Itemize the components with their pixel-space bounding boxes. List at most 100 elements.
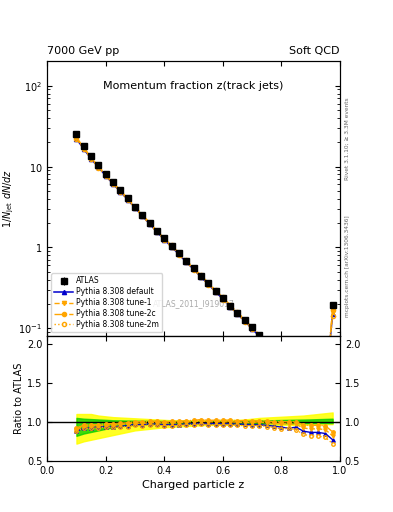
Pythia 8.308 default bbox=[74, 136, 79, 142]
Pythia 8.308 default bbox=[125, 197, 130, 203]
Pythia 8.308 tune-2m bbox=[154, 229, 159, 236]
Pythia 8.308 default bbox=[286, 364, 291, 370]
Pythia 8.308 tune-2c bbox=[316, 380, 320, 386]
Pythia 8.308 tune-2c bbox=[191, 265, 196, 271]
Pythia 8.308 tune-2m bbox=[169, 244, 174, 250]
Pythia 8.308 default bbox=[206, 281, 211, 287]
Pythia 8.308 tune-2m bbox=[308, 385, 313, 391]
Pythia 8.308 tune-2m bbox=[286, 364, 291, 370]
Text: Rivet 3.1.10; ≥ 3.3M events: Rivet 3.1.10; ≥ 3.3M events bbox=[345, 97, 350, 180]
Pythia 8.308 tune-2c bbox=[206, 280, 211, 286]
Pythia 8.308 default bbox=[147, 221, 152, 227]
Pythia 8.308 tune-2c bbox=[272, 347, 276, 353]
Pythia 8.308 tune-2c bbox=[279, 354, 284, 360]
Pythia 8.308 default bbox=[323, 387, 328, 393]
Pythia 8.308 tune-1 bbox=[162, 236, 167, 242]
Pythia 8.308 tune-1 bbox=[279, 355, 284, 361]
Pythia 8.308 tune-2m bbox=[81, 146, 86, 152]
Pythia 8.308 tune-1 bbox=[220, 295, 225, 301]
Pythia 8.308 tune-2c bbox=[81, 144, 86, 151]
Pythia 8.308 tune-2m bbox=[220, 296, 225, 303]
Pythia 8.308 tune-2m bbox=[235, 311, 240, 317]
Pythia 8.308 default bbox=[191, 266, 196, 272]
Pythia 8.308 default bbox=[111, 181, 116, 187]
Pythia 8.308 tune-2m bbox=[74, 136, 79, 142]
Pythia 8.308 tune-2m bbox=[89, 156, 94, 162]
Pythia 8.308 tune-1 bbox=[213, 288, 218, 294]
Pythia 8.308 default bbox=[264, 342, 269, 348]
Pythia 8.308 tune-1 bbox=[125, 196, 130, 202]
Pythia 8.308 tune-2m bbox=[316, 385, 320, 391]
Pythia 8.308 tune-2c bbox=[250, 324, 255, 330]
Pythia 8.308 tune-1 bbox=[206, 280, 211, 286]
Pythia 8.308 default bbox=[250, 326, 255, 332]
Pythia 8.308 default bbox=[308, 383, 313, 390]
Pythia 8.308 default bbox=[242, 318, 247, 324]
Pythia 8.308 tune-2m bbox=[191, 267, 196, 273]
Pythia 8.308 default bbox=[184, 259, 189, 265]
Pythia 8.308 tune-2c bbox=[125, 195, 130, 201]
Pythia 8.308 tune-2c bbox=[154, 227, 159, 233]
Pythia 8.308 tune-2c bbox=[184, 258, 189, 264]
Pythia 8.308 tune-1 bbox=[103, 172, 108, 178]
Pythia 8.308 default bbox=[301, 378, 306, 385]
Pythia 8.308 tune-2m bbox=[125, 197, 130, 203]
Pythia 8.308 default bbox=[257, 333, 262, 339]
Pythia 8.308 tune-1 bbox=[96, 163, 101, 169]
Pythia 8.308 tune-2c bbox=[162, 235, 167, 241]
Pythia 8.308 tune-2c bbox=[264, 339, 269, 345]
Pythia 8.308 tune-1 bbox=[118, 188, 123, 194]
Pythia 8.308 tune-1 bbox=[154, 228, 159, 234]
Pythia 8.308 tune-1 bbox=[323, 385, 328, 391]
Pythia 8.308 tune-1 bbox=[257, 332, 262, 338]
Pythia 8.308 tune-1 bbox=[140, 212, 145, 218]
Pythia 8.308 tune-2c bbox=[169, 242, 174, 248]
Pythia 8.308 tune-1 bbox=[74, 135, 79, 141]
Pythia 8.308 tune-2c bbox=[133, 203, 138, 209]
Pythia 8.308 default bbox=[228, 304, 233, 310]
Pythia 8.308 tune-1 bbox=[111, 180, 116, 186]
Pythia 8.308 tune-2c bbox=[140, 211, 145, 218]
Pythia 8.308 tune-2c bbox=[294, 369, 298, 375]
Pythia 8.308 tune-2m bbox=[147, 221, 152, 227]
Pythia 8.308 default bbox=[279, 356, 284, 362]
Line: Pythia 8.308 tune-2m: Pythia 8.308 tune-2m bbox=[74, 137, 335, 395]
Text: Momentum fraction z(track jets): Momentum fraction z(track jets) bbox=[103, 81, 284, 91]
Pythia 8.308 default bbox=[316, 383, 320, 390]
Pythia 8.308 default bbox=[89, 156, 94, 162]
Pythia 8.308 default bbox=[133, 205, 138, 211]
Pythia 8.308 tune-1 bbox=[308, 381, 313, 388]
Pythia 8.308 tune-2c bbox=[257, 332, 262, 338]
Pythia 8.308 tune-1 bbox=[147, 220, 152, 226]
Pythia 8.308 tune-2c bbox=[213, 287, 218, 293]
Y-axis label: $1/N_\mathrm{jet}\ dN/dz$: $1/N_\mathrm{jet}\ dN/dz$ bbox=[1, 169, 16, 228]
Pythia 8.308 default bbox=[272, 349, 276, 355]
Pythia 8.308 tune-2m bbox=[228, 304, 233, 310]
Pythia 8.308 tune-2m bbox=[118, 189, 123, 195]
Pythia 8.308 tune-1 bbox=[89, 155, 94, 161]
Pythia 8.308 default bbox=[154, 229, 159, 235]
Pythia 8.308 tune-2c bbox=[286, 361, 291, 367]
Pythia 8.308 tune-1 bbox=[316, 381, 320, 388]
Pythia 8.308 tune-1 bbox=[133, 204, 138, 210]
Pythia 8.308 tune-2m bbox=[184, 259, 189, 265]
Pythia 8.308 default bbox=[198, 274, 203, 280]
Pythia 8.308 tune-2m bbox=[294, 372, 298, 378]
Pythia 8.308 tune-1 bbox=[228, 303, 233, 309]
Pythia 8.308 tune-2m bbox=[96, 164, 101, 170]
Pythia 8.308 default bbox=[140, 213, 145, 219]
Pythia 8.308 tune-2m bbox=[176, 252, 181, 258]
Pythia 8.308 tune-2m bbox=[264, 342, 269, 348]
Pythia 8.308 tune-2m bbox=[140, 214, 145, 220]
Pythia 8.308 tune-2m bbox=[111, 181, 116, 187]
Pythia 8.308 tune-2c bbox=[220, 294, 225, 301]
Legend: ATLAS, Pythia 8.308 default, Pythia 8.308 tune-1, Pythia 8.308 tune-2c, Pythia 8: ATLAS, Pythia 8.308 default, Pythia 8.30… bbox=[51, 273, 162, 332]
Pythia 8.308 tune-1 bbox=[330, 309, 335, 315]
Pythia 8.308 tune-2c bbox=[118, 187, 123, 193]
Pythia 8.308 tune-2m bbox=[250, 326, 255, 332]
Pythia 8.308 tune-2c bbox=[323, 383, 328, 390]
Pythia 8.308 tune-1 bbox=[301, 377, 306, 383]
Text: ATLAS_2011_I919017: ATLAS_2011_I919017 bbox=[152, 300, 235, 309]
Pythia 8.308 tune-1 bbox=[81, 145, 86, 151]
Pythia 8.308 tune-1 bbox=[250, 325, 255, 331]
